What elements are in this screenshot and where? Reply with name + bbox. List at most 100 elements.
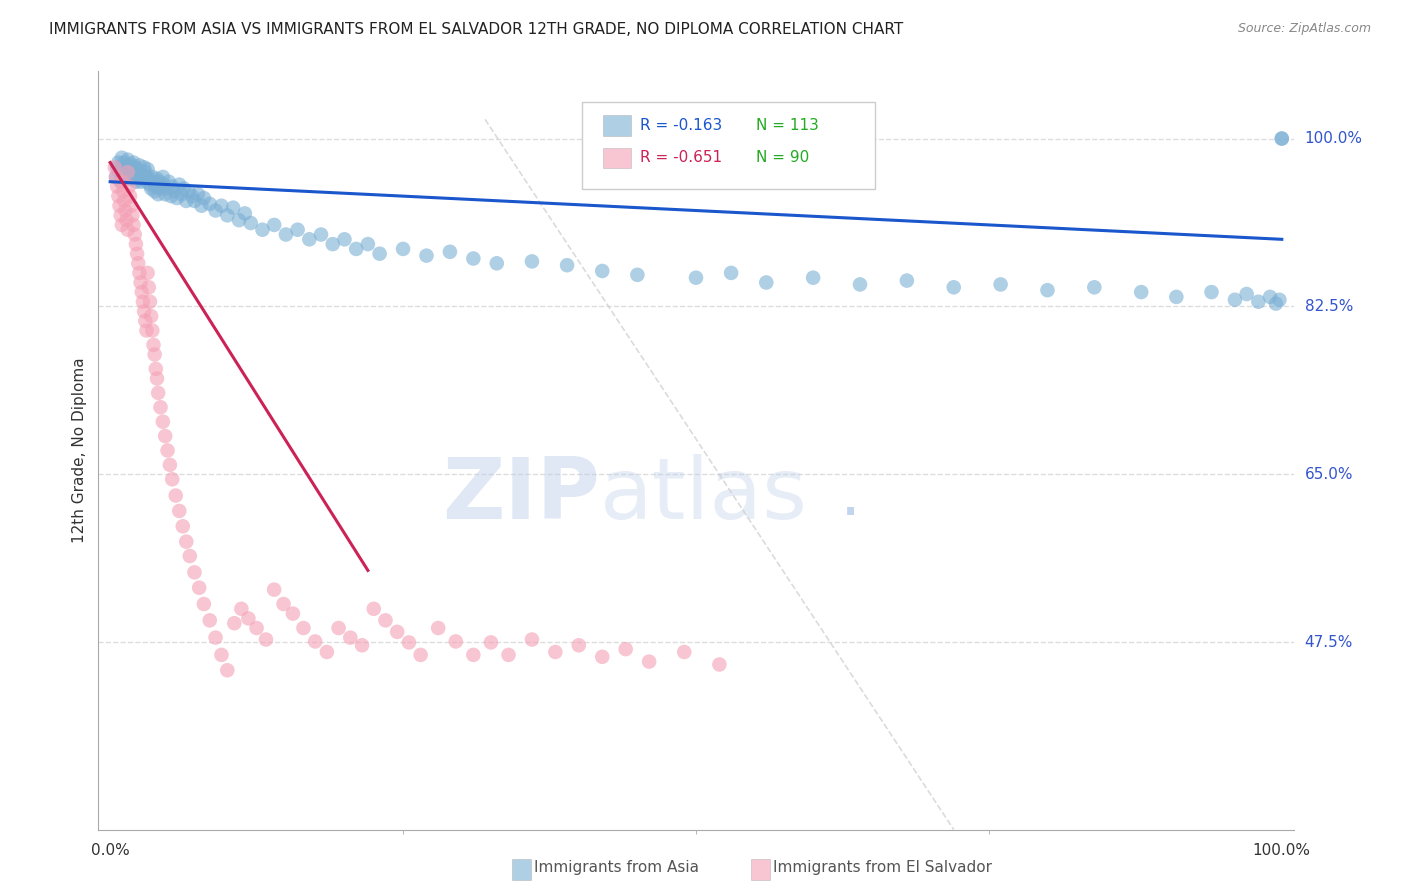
Point xyxy=(115,158,138,172)
Point xyxy=(162,472,183,486)
Point xyxy=(138,280,160,294)
Point xyxy=(333,232,356,246)
Point xyxy=(368,246,391,260)
Point xyxy=(125,169,148,184)
Point xyxy=(143,347,166,361)
Point xyxy=(114,162,136,177)
Point xyxy=(111,175,134,189)
Point xyxy=(1223,293,1246,307)
Point xyxy=(107,189,129,203)
Point xyxy=(174,534,197,549)
Text: N = 113: N = 113 xyxy=(756,118,818,133)
Point xyxy=(118,179,141,194)
Text: .: . xyxy=(839,463,860,529)
Point xyxy=(479,635,502,649)
Point xyxy=(146,371,169,385)
Point xyxy=(181,189,204,203)
Point xyxy=(129,276,152,290)
Point xyxy=(141,309,163,323)
Point xyxy=(498,648,520,662)
Point xyxy=(112,155,135,169)
Point xyxy=(409,648,432,662)
Point xyxy=(485,256,508,270)
Point xyxy=(163,184,186,198)
Point xyxy=(160,189,183,203)
Point xyxy=(555,258,578,272)
Point xyxy=(156,443,179,458)
Point xyxy=(896,274,918,288)
Point xyxy=(174,194,197,208)
Point xyxy=(141,169,163,184)
Point xyxy=(444,634,467,648)
Point xyxy=(142,338,165,352)
Point xyxy=(139,294,162,309)
Point xyxy=(139,178,162,192)
Point xyxy=(125,237,148,252)
Point xyxy=(193,191,215,205)
Point xyxy=(127,172,149,186)
Point xyxy=(1271,131,1294,145)
Point xyxy=(117,153,139,167)
Point xyxy=(122,155,145,169)
Point xyxy=(124,227,146,242)
Point xyxy=(520,254,543,268)
Point xyxy=(165,489,187,503)
Point xyxy=(392,242,415,256)
Point xyxy=(263,218,285,232)
Point xyxy=(673,645,696,659)
Point xyxy=(352,638,374,652)
Point xyxy=(135,324,157,338)
Point xyxy=(339,631,361,645)
FancyBboxPatch shape xyxy=(603,148,631,169)
Point xyxy=(614,642,637,657)
Point xyxy=(127,246,149,260)
Point xyxy=(136,162,159,177)
Point xyxy=(146,172,169,186)
Point xyxy=(222,201,245,215)
Point xyxy=(152,169,174,184)
Point xyxy=(198,196,221,211)
Point xyxy=(132,304,156,318)
Point xyxy=(148,175,170,189)
Point xyxy=(149,181,172,195)
Point xyxy=(148,385,170,400)
Point xyxy=(122,165,145,179)
Point xyxy=(141,181,163,195)
Point xyxy=(463,252,485,266)
Point xyxy=(172,519,194,533)
Point xyxy=(170,187,193,202)
Text: 100.0%: 100.0% xyxy=(1305,131,1362,146)
Point xyxy=(115,213,138,227)
Point xyxy=(544,645,567,659)
Point xyxy=(1083,280,1105,294)
Text: atlas: atlas xyxy=(600,454,808,538)
Point xyxy=(131,167,153,181)
Point xyxy=(152,415,174,429)
Point xyxy=(138,172,160,186)
Point xyxy=(344,242,367,256)
Point xyxy=(1036,283,1059,297)
Point xyxy=(148,187,170,202)
Point xyxy=(287,223,309,237)
Text: Immigrants from Asia: Immigrants from Asia xyxy=(534,860,699,874)
Point xyxy=(120,199,142,213)
Point xyxy=(134,165,156,179)
Point xyxy=(105,179,128,194)
Point xyxy=(162,179,183,194)
Point xyxy=(281,607,304,621)
Point xyxy=(439,244,461,259)
Point xyxy=(118,161,141,176)
Point xyxy=(157,175,180,189)
Point xyxy=(153,178,176,192)
Point xyxy=(1247,294,1270,309)
Text: R = -0.163: R = -0.163 xyxy=(640,118,723,133)
Point xyxy=(849,277,872,292)
Point xyxy=(155,429,177,443)
Point xyxy=(121,168,143,182)
Point xyxy=(128,158,150,172)
Point xyxy=(122,218,145,232)
Point xyxy=(398,635,420,649)
Point xyxy=(121,208,143,222)
Point xyxy=(263,582,285,597)
Point xyxy=(105,169,128,184)
